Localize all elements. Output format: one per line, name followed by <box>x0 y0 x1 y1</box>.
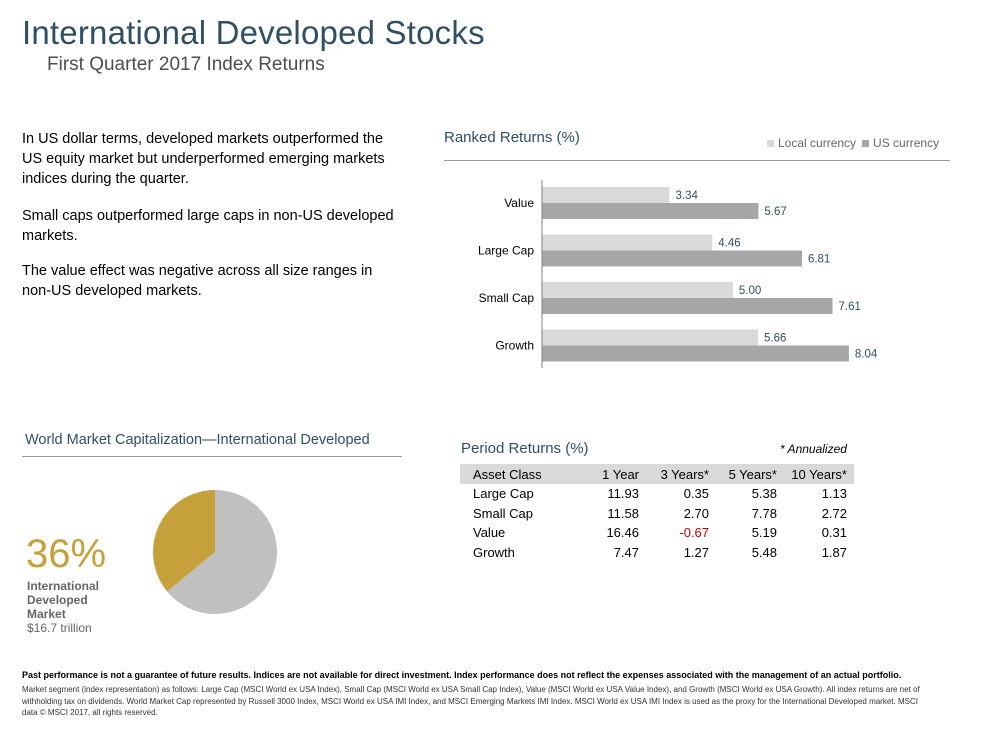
table-cell: 1.27 <box>683 544 709 560</box>
pie-slice-international-developed <box>153 490 215 592</box>
disclaimer-body: Market segment (index representation) as… <box>22 685 920 717</box>
market-cap-value: $16.7 trillion <box>27 621 92 635</box>
annualized-note: * Annualized <box>780 442 847 456</box>
ranked-returns-chart: Value 3.34 5.67 Large Cap 4.46 6.81 Small Cap 5… <box>478 180 878 368</box>
ranked-returns-divider <box>444 160 950 161</box>
table-row: Large Cap 11.93 0.35 5.38 1.13 <box>460 484 854 504</box>
table-cell: 5.38 <box>751 486 777 502</box>
commentary-paragraph: The value effect was negative across all… <box>22 263 373 299</box>
data-label-us: 5.67 <box>764 206 786 218</box>
table-cell: 1.13 <box>821 486 847 502</box>
legend-swatch-us <box>862 139 870 147</box>
table-cell: Growth <box>473 544 515 560</box>
category-label: Large Cap <box>478 244 534 258</box>
table-cell: Large Cap <box>473 486 534 502</box>
data-label-us: 8.04 <box>855 349 878 361</box>
table-cell-negative: -0.67 <box>679 525 709 541</box>
bar-us-currency <box>542 298 833 314</box>
category-label: Value <box>504 196 534 210</box>
market-cap-pie <box>153 490 277 614</box>
bar-local-currency <box>542 282 733 298</box>
table-row: Growth 7.47 1.27 5.48 1.87 <box>460 543 854 563</box>
table-cell: 5.48 <box>751 544 777 560</box>
bar-us-currency <box>542 203 759 219</box>
table-header-cell: 5 Years* <box>709 464 777 484</box>
table-cell: 7.47 <box>613 544 639 560</box>
market-cap-divider <box>22 456 402 457</box>
table-cell: 0.35 <box>683 486 709 502</box>
data-label-local: 3.34 <box>675 190 698 202</box>
category-label: Small Cap <box>479 291 535 305</box>
data-label-us: 7.61 <box>838 301 860 313</box>
commentary-paragraph: In US dollar terms, developed markets ou… <box>22 131 385 187</box>
bar-us-currency <box>542 345 849 362</box>
legend-swatch-local <box>767 139 774 147</box>
pie-slice-other <box>167 490 277 614</box>
market-cap-label: International Developed Market <box>27 579 100 621</box>
table-row: Small Cap 11.58 2.70 7.78 2.72 <box>460 504 854 524</box>
data-label-local: 4.46 <box>718 238 740 250</box>
table-header-cell: Asset Class <box>460 464 581 484</box>
bar-local-currency <box>542 329 759 346</box>
legend-label-local: Local currency <box>778 136 857 150</box>
table-cell: 16.46 <box>606 525 639 541</box>
market-cap-percent: 36% <box>26 532 107 576</box>
legend-item-local: Local currency <box>767 136 856 150</box>
legend-item-us: US currency <box>862 136 939 150</box>
bar-local-currency <box>542 187 670 203</box>
data-label-local: 5.00 <box>739 285 761 297</box>
period-returns-title: Period Returns (%) <box>461 440 589 457</box>
table-cell: 7.78 <box>751 505 777 521</box>
table-header-cell: 1 Year <box>581 464 639 484</box>
period-returns-table: Asset Class 1 Year 3 Years* 5 Years* 10 … <box>460 464 854 562</box>
disclaimer-bold: Past performance is not a guarantee of f… <box>22 670 902 680</box>
table-cell: 11.58 <box>607 505 639 521</box>
table-cell: Value <box>473 525 506 541</box>
ranked-returns-title: Ranked Returns (%) <box>444 129 580 146</box>
table-cell: 2.70 <box>683 505 709 521</box>
bar-local-currency <box>542 234 713 251</box>
table-cell: 2.72 <box>821 505 847 521</box>
table-header-cell: 3 Years* <box>639 464 709 484</box>
chart-legend: Local currency US currency <box>767 136 945 150</box>
table-cell: 5.19 <box>751 525 777 541</box>
page-title: International Developed Stocks <box>22 14 485 51</box>
bar-us-currency <box>542 250 802 267</box>
page-subtitle: First Quarter 2017 Index Returns <box>47 54 325 75</box>
table-header-row: Asset Class 1 Year 3 Years* 5 Years* 10 … <box>460 464 854 484</box>
table-cell: 1.87 <box>821 544 847 560</box>
table-header-cell: 10 Years* <box>777 464 854 484</box>
legend-label-us: US currency <box>873 136 940 150</box>
data-label-local: 5.66 <box>764 333 786 345</box>
table-cell: 11.93 <box>607 486 639 502</box>
data-label-us: 6.81 <box>808 254 830 266</box>
market-cap-title: World Market Capitalization—Internationa… <box>25 432 370 448</box>
commentary-paragraph: Small caps outperformed large caps in no… <box>22 208 394 244</box>
table-row: Value 16.46 -0.67 5.19 0.31 <box>460 523 854 543</box>
table-cell: 0.31 <box>821 525 847 541</box>
category-label: Growth <box>495 339 534 353</box>
table-cell: Small Cap <box>473 505 533 521</box>
